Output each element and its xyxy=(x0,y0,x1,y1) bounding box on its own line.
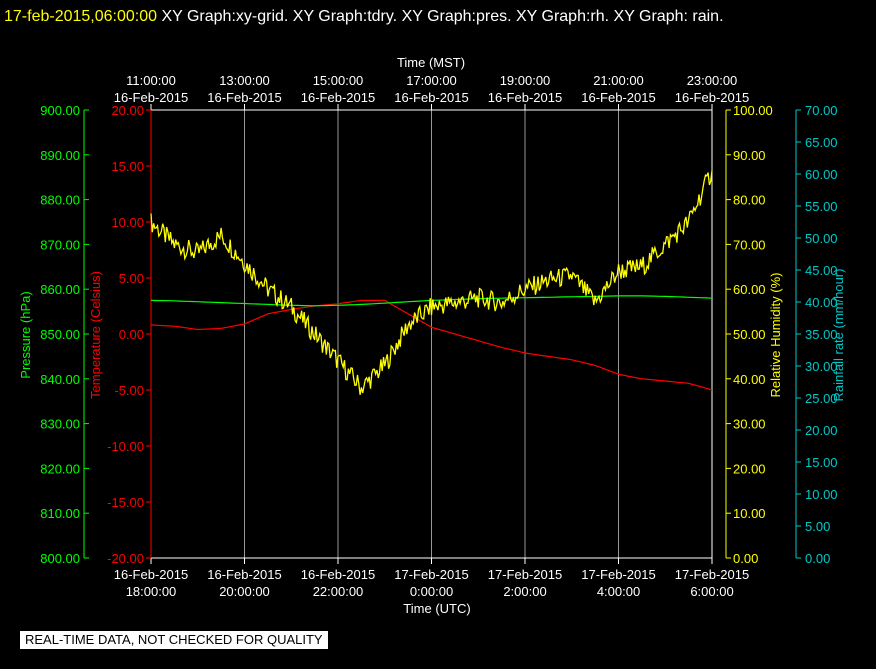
x-tick-label-bottom-date: 16-Feb-2015 xyxy=(207,567,281,582)
rain-tick-label: 5.00 xyxy=(805,519,830,534)
pressure-series-line xyxy=(150,295,713,307)
humidity-axis-label: Relative Humidity (%) xyxy=(768,273,783,398)
x-tick-label-top-time: 17:00:00 xyxy=(406,73,457,88)
humidity-tick-label: 70.00 xyxy=(733,237,766,252)
x-tick-label-bottom-date: 17-Feb-2015 xyxy=(675,567,749,582)
page-title: 17-feb-2015,06:00:00 XY Graph:xy-grid. X… xyxy=(4,4,864,30)
rain-tick-label: 15.00 xyxy=(805,455,838,470)
quality-notice: REAL-TIME DATA, NOT CHECKED FOR QUALITY xyxy=(20,631,328,649)
temperature-axis-label: Temperature (Celsius) xyxy=(88,271,103,399)
humidity-series-line xyxy=(150,170,713,395)
x-tick-label-bottom-date: 17-Feb-2015 xyxy=(488,567,562,582)
grid xyxy=(150,109,713,559)
rain-tick-label: 40.00 xyxy=(805,295,838,310)
pressure-tick-label: 830.00 xyxy=(40,417,80,432)
x-axis-label-top: Time (MST) xyxy=(397,55,465,70)
humidity-tick-label: 10.00 xyxy=(733,506,766,521)
rain-tick-label: 70.00 xyxy=(805,103,838,118)
x-tick-label-top-time: 23:00:00 xyxy=(687,73,738,88)
rain-axis-label: Rainfall rate (mm/hour) xyxy=(831,269,846,402)
pressure-tick-label: 900.00 xyxy=(40,103,80,118)
temperature-tick-label: 5.00 xyxy=(119,271,144,286)
axes: 16-Feb-2015 18:00:00 11:00:00 16-Feb-2015 16… xyxy=(18,55,846,616)
x-tick-label-bottom-date: 17-Feb-2015 xyxy=(394,567,468,582)
x-tick-label-top-time: 15:00:00 xyxy=(313,73,364,88)
rain-tick-label: 20.00 xyxy=(805,423,838,438)
humidity-tick-label: 40.00 xyxy=(733,372,766,387)
rain-tick-label: 60.00 xyxy=(805,167,838,182)
humidity-tick-label: 90.00 xyxy=(733,148,766,163)
x-tick-label-bottom-date: 16-Feb-2015 xyxy=(301,567,375,582)
x-tick-label-top-date: 16-Feb-2015 xyxy=(301,90,375,105)
humidity-tick-label: 100.00 xyxy=(733,103,773,118)
pressure-tick-label: 890.00 xyxy=(40,148,80,163)
rain-tick-label: 10.00 xyxy=(805,487,838,502)
pressure-tick-label: 820.00 xyxy=(40,461,80,476)
x-tick-label-bottom-time: 20:00:00 xyxy=(219,584,270,599)
x-tick-label-bottom-time: 2:00:00 xyxy=(503,584,546,599)
pressure-tick-label: 850.00 xyxy=(40,327,80,342)
temperature-tick-label: -15.00 xyxy=(107,495,144,510)
rain-tick-label: 0.00 xyxy=(805,551,830,566)
pressure-tick-label: 870.00 xyxy=(40,237,80,252)
pressure-tick-label: 860.00 xyxy=(40,282,80,297)
humidity-tick-label: 0.00 xyxy=(733,551,758,566)
temperature-series-line xyxy=(150,299,713,391)
x-tick-label-bottom-time: 6:00:00 xyxy=(690,584,733,599)
pressure-tick-label: 840.00 xyxy=(40,372,80,387)
x-tick-label-top-date: 16-Feb-2015 xyxy=(581,90,655,105)
temperature-tick-label: -10.00 xyxy=(107,439,144,454)
temperature-tick-label: 20.00 xyxy=(111,103,144,118)
pressure-axis-label: Pressure (hPa) xyxy=(18,291,33,378)
humidity-tick-label: 60.00 xyxy=(733,282,766,297)
title-timestamp: 17-feb-2015,06:00:00 xyxy=(4,8,158,25)
x-tick-label-top-date: 16-Feb-2015 xyxy=(114,90,188,105)
x-tick-label-bottom-time: 0:00:00 xyxy=(410,584,453,599)
temperature-tick-label: -5.00 xyxy=(114,383,144,398)
x-tick-label-bottom-time: 22:00:00 xyxy=(313,584,364,599)
rain-tick-label: 50.00 xyxy=(805,231,838,246)
x-tick-label-top-date: 16-Feb-2015 xyxy=(675,90,749,105)
x-tick-label-top-time: 19:00:00 xyxy=(500,73,551,88)
humidity-tick-label: 30.00 xyxy=(733,417,766,432)
x-tick-label-top-time: 13:00:00 xyxy=(219,73,270,88)
pressure-tick-label: 800.00 xyxy=(40,551,80,566)
temperature-tick-label: 0.00 xyxy=(119,327,144,342)
x-tick-label-top-time: 11:00:00 xyxy=(126,73,176,88)
rain-tick-label: 55.00 xyxy=(805,199,838,214)
temperature-tick-label: -20.00 xyxy=(107,551,144,566)
humidity-tick-label: 50.00 xyxy=(733,327,766,342)
x-tick-label-top-date: 16-Feb-2015 xyxy=(488,90,562,105)
pressure-tick-label: 880.00 xyxy=(40,193,80,208)
x-tick-label-bottom-date: 17-Feb-2015 xyxy=(581,567,655,582)
humidity-tick-label: 20.00 xyxy=(733,461,766,476)
title-graphs: XY Graph:xy-grid. XY Graph:tdry. XY Grap… xyxy=(161,8,724,25)
x-axis-label-bottom: Time (UTC) xyxy=(403,601,470,616)
rain-tick-label: 65.00 xyxy=(805,135,838,150)
rain-tick-label: 25.00 xyxy=(805,391,838,406)
pressure-tick-label: 810.00 xyxy=(40,506,80,521)
rain-tick-label: 35.00 xyxy=(805,327,838,342)
x-tick-label-bottom-date: 16-Feb-2015 xyxy=(114,567,188,582)
temperature-tick-label: 15.00 xyxy=(111,159,144,174)
rain-tick-label: 45.00 xyxy=(805,263,838,278)
temperature-tick-label: 10.00 xyxy=(111,215,144,230)
x-tick-label-top-time: 21:00:00 xyxy=(593,73,644,88)
rain-tick-label: 30.00 xyxy=(805,359,838,374)
series xyxy=(150,170,713,395)
x-tick-label-top-date: 16-Feb-2015 xyxy=(394,90,468,105)
x-tick-label-bottom-time: 18:00:00 xyxy=(126,584,177,599)
x-tick-label-bottom-time: 4:00:00 xyxy=(597,584,640,599)
x-tick-label-top-date: 16-Feb-2015 xyxy=(207,90,281,105)
humidity-tick-label: 80.00 xyxy=(733,193,766,208)
